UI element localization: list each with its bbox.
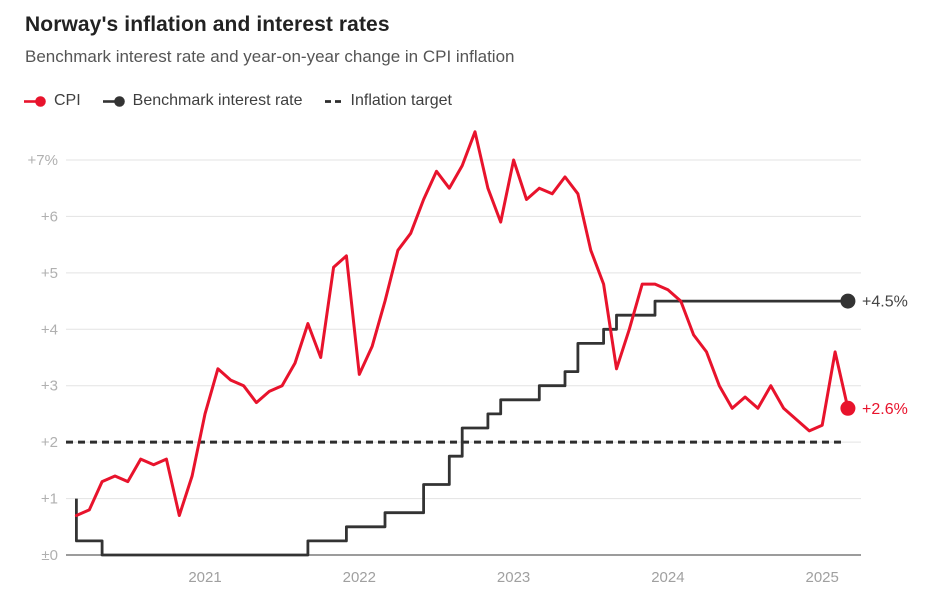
y-tick-label: +1: [41, 491, 58, 508]
cpi-end-label: +2.6%: [862, 401, 908, 418]
x-tick-label: 2023: [497, 569, 530, 586]
y-tick-label: ±0: [41, 547, 58, 564]
legend-item-cpi: CPI: [23, 92, 81, 110]
legend-label-target: Inflation target: [350, 92, 452, 109]
cpi-line-dot-icon: [23, 95, 47, 108]
cpi-end-dot: [840, 400, 856, 416]
legend-label-benchmark: Benchmark interest rate: [132, 92, 303, 109]
x-tick-label: 2022: [343, 569, 376, 586]
page-title: Norway's inflation and interest rates: [25, 13, 390, 36]
y-tick-label: +6: [41, 208, 58, 225]
legend-item-target: Inflation target: [324, 92, 452, 110]
y-tick-label: +3: [41, 378, 58, 395]
y-tick-label: +4: [41, 321, 58, 338]
x-tick-label: 2021: [188, 569, 221, 586]
legend-item-benchmark: Benchmark interest rate: [102, 92, 303, 110]
y-tick-label: +2: [41, 434, 58, 451]
benchmark-end-label: +4.5%: [862, 294, 908, 311]
y-tick-label: +5: [41, 265, 58, 282]
chart-subtitle: Benchmark interest rate and year-on-year…: [25, 47, 515, 66]
x-tick-label: 2024: [651, 569, 684, 586]
benchmark-line-dot-icon: [102, 95, 126, 108]
benchmark-line: [75, 299, 848, 557]
x-tick-label: 2025: [806, 569, 839, 586]
chart-legend: CPI Benchmark interest rate Inflation ta…: [23, 92, 452, 110]
target-dashes-icon: [324, 95, 344, 108]
legend-label-cpi: CPI: [54, 92, 81, 109]
chart-header: Norway's inflation and interest rates Be…: [25, 12, 915, 67]
y-tick-label: +7%: [28, 152, 58, 169]
cpi-line: [74, 130, 850, 517]
benchmark-end-dot: [840, 293, 856, 309]
